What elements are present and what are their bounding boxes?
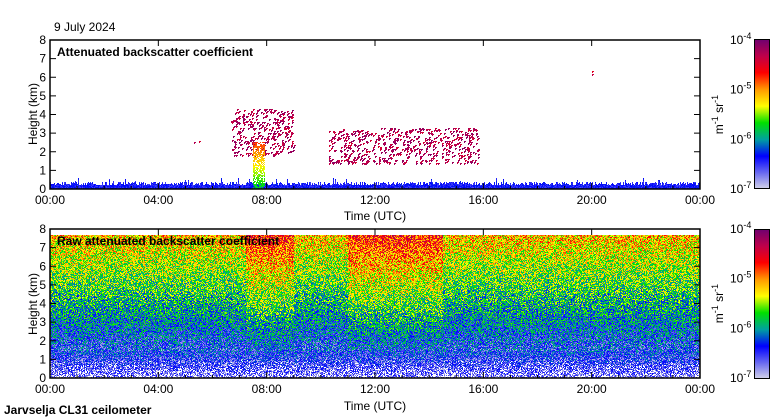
colorbar-tick-label: 10-4 bbox=[730, 31, 751, 47]
panel2-ylabel: Height (km) bbox=[26, 273, 40, 335]
colorbar-unit-label: m-1 sr-1 bbox=[710, 284, 726, 323]
x-tick-label: 12:00 bbox=[360, 193, 390, 207]
attenuated-backscatter-heatmap bbox=[50, 40, 700, 189]
x-tick-label: 12:00 bbox=[360, 382, 390, 396]
x-tick-label: 04:00 bbox=[143, 193, 173, 207]
x-tick-label: 20:00 bbox=[577, 382, 607, 396]
panel1-xlabel: Time (UTC) bbox=[344, 209, 406, 223]
panel2-title: Raw attenuated backscatter coefficient bbox=[57, 234, 279, 248]
date-label: 9 July 2024 bbox=[54, 20, 116, 34]
colorbar-tick-label: 10-5 bbox=[730, 81, 751, 97]
panel1-ylabel: Height (km) bbox=[26, 83, 40, 145]
colorbar-tick-label: 10-6 bbox=[730, 130, 751, 146]
panel2-xlabel: Time (UTC) bbox=[344, 399, 406, 413]
y-tick-label: 1 bbox=[39, 352, 46, 366]
plot-frame bbox=[49, 228, 701, 379]
y-tick-label: 7 bbox=[39, 52, 46, 66]
panel1-title: Attenuated backscatter coefficient bbox=[57, 45, 253, 59]
colorbar-tick-label: 10-5 bbox=[730, 270, 751, 286]
y-tick-label: 7 bbox=[39, 241, 46, 255]
plot-frame bbox=[49, 39, 701, 190]
y-tick-label: 3 bbox=[39, 315, 46, 329]
y-tick-label: 0 bbox=[39, 182, 46, 196]
colorbar-top bbox=[754, 39, 770, 189]
y-tick-label: 8 bbox=[39, 222, 46, 236]
y-tick-label: 4 bbox=[39, 297, 46, 311]
y-tick-label: 0 bbox=[39, 371, 46, 385]
x-tick-label: 00:00 bbox=[35, 382, 65, 396]
raw-backscatter-heatmap bbox=[50, 229, 700, 378]
y-tick-label: 5 bbox=[39, 89, 46, 103]
colorbar-unit-label: m-1 sr-1 bbox=[710, 95, 726, 134]
x-tick-label: 00:00 bbox=[35, 193, 65, 207]
x-tick-label: 20:00 bbox=[577, 193, 607, 207]
colorbar-tick-label: 10-4 bbox=[730, 220, 751, 236]
y-tick-label: 3 bbox=[39, 126, 46, 140]
y-tick-label: 2 bbox=[39, 145, 46, 159]
colorbar-tick-label: 10-6 bbox=[730, 319, 751, 335]
y-tick-label: 8 bbox=[39, 33, 46, 47]
y-tick-label: 4 bbox=[39, 108, 46, 122]
colorbar-bottom bbox=[754, 229, 770, 379]
colorbar-tick-label: 10-7 bbox=[730, 180, 751, 196]
x-tick-label: 00:00 bbox=[685, 193, 715, 207]
x-tick-label: 16:00 bbox=[468, 193, 498, 207]
colorbar-tick-label: 10-7 bbox=[730, 369, 751, 385]
y-tick-label: 1 bbox=[39, 163, 46, 177]
y-tick-label: 6 bbox=[39, 259, 46, 273]
y-tick-label: 2 bbox=[39, 334, 46, 348]
x-tick-label: 00:00 bbox=[685, 382, 715, 396]
station-label: Jarvselja CL31 ceilometer bbox=[4, 403, 152, 417]
x-tick-label: 16:00 bbox=[468, 382, 498, 396]
y-tick-label: 6 bbox=[39, 70, 46, 84]
x-tick-label: 08:00 bbox=[252, 382, 282, 396]
x-tick-label: 08:00 bbox=[252, 193, 282, 207]
x-tick-label: 04:00 bbox=[143, 382, 173, 396]
y-tick-label: 5 bbox=[39, 278, 46, 292]
